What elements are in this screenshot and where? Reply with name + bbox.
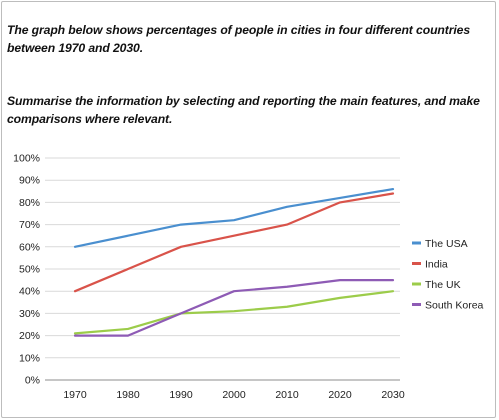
x-tick-label: 2020 bbox=[328, 389, 352, 401]
y-tick-label: 40% bbox=[19, 286, 40, 298]
series-line-0 bbox=[73, 187, 395, 248]
x-tick-label: 1990 bbox=[169, 389, 193, 401]
legend-label: India bbox=[425, 259, 448, 271]
y-tick-label: 20% bbox=[19, 330, 40, 342]
y-tick-label: 60% bbox=[19, 241, 40, 253]
y-tick-label: 100% bbox=[13, 153, 40, 165]
y-tick-label: 30% bbox=[19, 308, 40, 320]
y-tick-label: 10% bbox=[19, 352, 40, 364]
series-line-1 bbox=[73, 192, 395, 293]
legend-label: The USA bbox=[425, 238, 468, 250]
x-tick-label: 2030 bbox=[381, 389, 405, 401]
task-description: The graph below shows percentages of peo… bbox=[7, 23, 470, 55]
x-tick-label: 1980 bbox=[116, 389, 140, 401]
y-tick-label: 70% bbox=[19, 219, 40, 231]
x-tick-label: 2010 bbox=[275, 389, 299, 401]
y-tick-label: 0% bbox=[25, 375, 40, 387]
y-tick-label: 90% bbox=[19, 175, 40, 187]
x-tick-label: 2000 bbox=[222, 389, 246, 401]
y-tick-label: 50% bbox=[19, 264, 40, 276]
task-instruction: Summarise the information by selecting a… bbox=[7, 94, 480, 126]
y-tick-label: 80% bbox=[19, 197, 40, 209]
legend-label: The UK bbox=[425, 279, 461, 291]
series-line-3 bbox=[73, 279, 395, 337]
series-line-2 bbox=[73, 290, 395, 335]
legend-label: South Korea bbox=[425, 300, 484, 312]
x-tick-label: 1970 bbox=[63, 389, 87, 401]
